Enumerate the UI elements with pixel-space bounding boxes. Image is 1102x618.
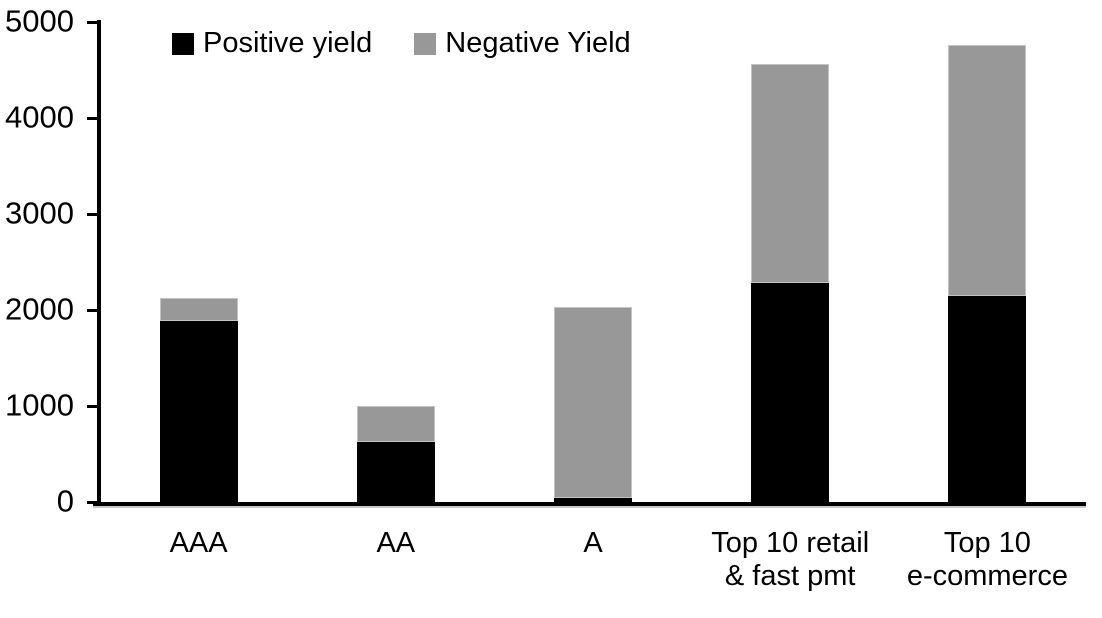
- y-tick-label-4000: 4000: [5, 99, 74, 135]
- bar-top-10-positive-yield: [948, 296, 1027, 502]
- bar-a-negative-yield: [554, 307, 632, 499]
- legend: Positive yield Negative Yield: [172, 27, 631, 60]
- y-axis-line: [97, 20, 101, 506]
- legend-item-positive-yield: Positive yield: [172, 27, 372, 60]
- y-tick-label-3000: 3000: [5, 195, 74, 231]
- negative-yield-swatch-icon: [414, 32, 437, 55]
- x-label-aa: AA: [376, 527, 416, 559]
- y-tick-label-5000: 5000: [5, 3, 74, 39]
- y-tick-2000: [87, 309, 100, 312]
- bar-aaa-negative-yield: [159, 298, 238, 321]
- y-tick-0: [87, 501, 100, 504]
- bar-top-10-retail-positive-yield: [751, 283, 830, 502]
- x-label-a: A: [583, 527, 603, 559]
- x-label-top-10-e-commerce: Top 10 e-commerce: [906, 527, 1068, 592]
- positive-yield-legend-label: Positive yield: [203, 27, 373, 59]
- bar-aa-positive-yield: [356, 442, 435, 502]
- bar-a-positive-yield: [554, 498, 632, 502]
- positive-yield-swatch-icon: [172, 32, 194, 55]
- y-tick-label-1000: 1000: [5, 387, 74, 423]
- y-tick-label-2000: 2000: [5, 291, 74, 327]
- x-axis-line: [93, 502, 1086, 506]
- y-tick-1000: [87, 405, 100, 408]
- y-tick-5000: [87, 21, 100, 24]
- y-tick-label-0: 0: [56, 483, 74, 519]
- bar-top-10-negative-yield: [948, 45, 1027, 297]
- y-tick-4000: [87, 117, 100, 120]
- x-label-aaa: AAA: [169, 527, 228, 559]
- legend-item-negative-yield: Negative Yield: [414, 27, 631, 60]
- bar-aa-negative-yield: [356, 406, 435, 443]
- x-label-top-10-retail-fast-pmt: Top 10 retail & fast pmt: [711, 527, 870, 592]
- negative-yield-legend-label: Negative Yield: [445, 27, 631, 59]
- y-tick-3000: [87, 213, 100, 216]
- bar-top-10-retail-negative-yield: [751, 64, 830, 284]
- bar-aaa-positive-yield: [159, 320, 238, 502]
